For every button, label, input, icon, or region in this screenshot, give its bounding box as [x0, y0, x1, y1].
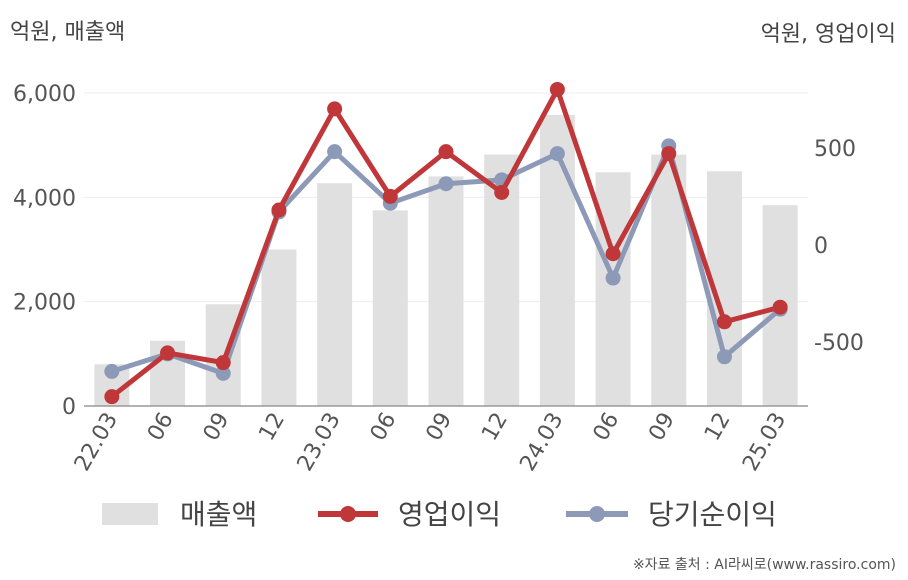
x-tick-label: 09 [644, 409, 680, 446]
legend: 매출액 영업이익 당기순이익 [102, 498, 777, 531]
data-point [549, 81, 565, 97]
y-right-tick-label: 500 [814, 137, 856, 162]
x-tick-label: 12 [254, 409, 290, 446]
data-point [104, 389, 120, 405]
data-point [438, 144, 454, 160]
data-point [549, 146, 565, 162]
data-point [438, 176, 454, 192]
line-series [104, 81, 788, 405]
data-point [271, 202, 287, 218]
x-tick-label: 06 [589, 409, 625, 446]
data-point [716, 314, 732, 330]
legend-swatch-marker [340, 506, 356, 522]
x-tick-label: 12 [700, 409, 736, 446]
legend-swatch-marker [589, 506, 605, 522]
x-tick-label: 09 [199, 409, 235, 446]
data-point [772, 299, 788, 315]
bar [317, 183, 353, 406]
data-point [104, 363, 120, 379]
y-left-tick-label: 6,000 [13, 82, 76, 107]
source-note: ※자료 출처 : AI라씨로(www.rassiro.com) [632, 557, 896, 573]
data-point [160, 345, 176, 361]
y-right-tick-label: -500 [814, 331, 864, 356]
data-point [215, 355, 231, 371]
data-point [327, 144, 343, 160]
y-left-tick-label: 0 [62, 395, 76, 420]
data-point [605, 246, 621, 262]
y-left-tick-label: 2,000 [13, 291, 76, 316]
x-tick-label: 23.03 [293, 409, 346, 476]
x-tick-label: 24.03 [515, 409, 568, 476]
y-left-tick-label: 4,000 [13, 186, 76, 211]
bar [205, 304, 241, 406]
data-point [494, 185, 510, 200]
legend-label: 영업이익 [398, 498, 501, 531]
data-point [716, 349, 732, 365]
right-axis-unit: 억원, 영업이익 [760, 22, 896, 47]
bar-series-revenue [94, 114, 798, 406]
data-point [327, 101, 343, 117]
bar [372, 210, 408, 406]
left-axis-unit: 억원, 매출액 [10, 20, 126, 45]
x-tick-label: 25.03 [738, 409, 791, 476]
x-tick-label: 06 [143, 409, 179, 446]
x-tick-label: 12 [477, 409, 513, 446]
x-tick-label: 22.03 [70, 409, 123, 476]
data-point [382, 188, 398, 204]
y-right-tick-label: 0 [814, 234, 828, 259]
bar [539, 114, 575, 406]
x-tick-label: 06 [366, 409, 402, 446]
legend-label: 매출액 [180, 498, 257, 531]
bar [595, 172, 631, 406]
data-point [215, 365, 231, 381]
data-point [605, 270, 621, 286]
legend-swatch-bar [102, 503, 158, 525]
legend-label: 당기순이익 [648, 498, 777, 531]
bar [428, 176, 464, 406]
data-point [661, 146, 677, 162]
x-tick-label: 09 [422, 409, 458, 446]
bar [261, 249, 297, 406]
